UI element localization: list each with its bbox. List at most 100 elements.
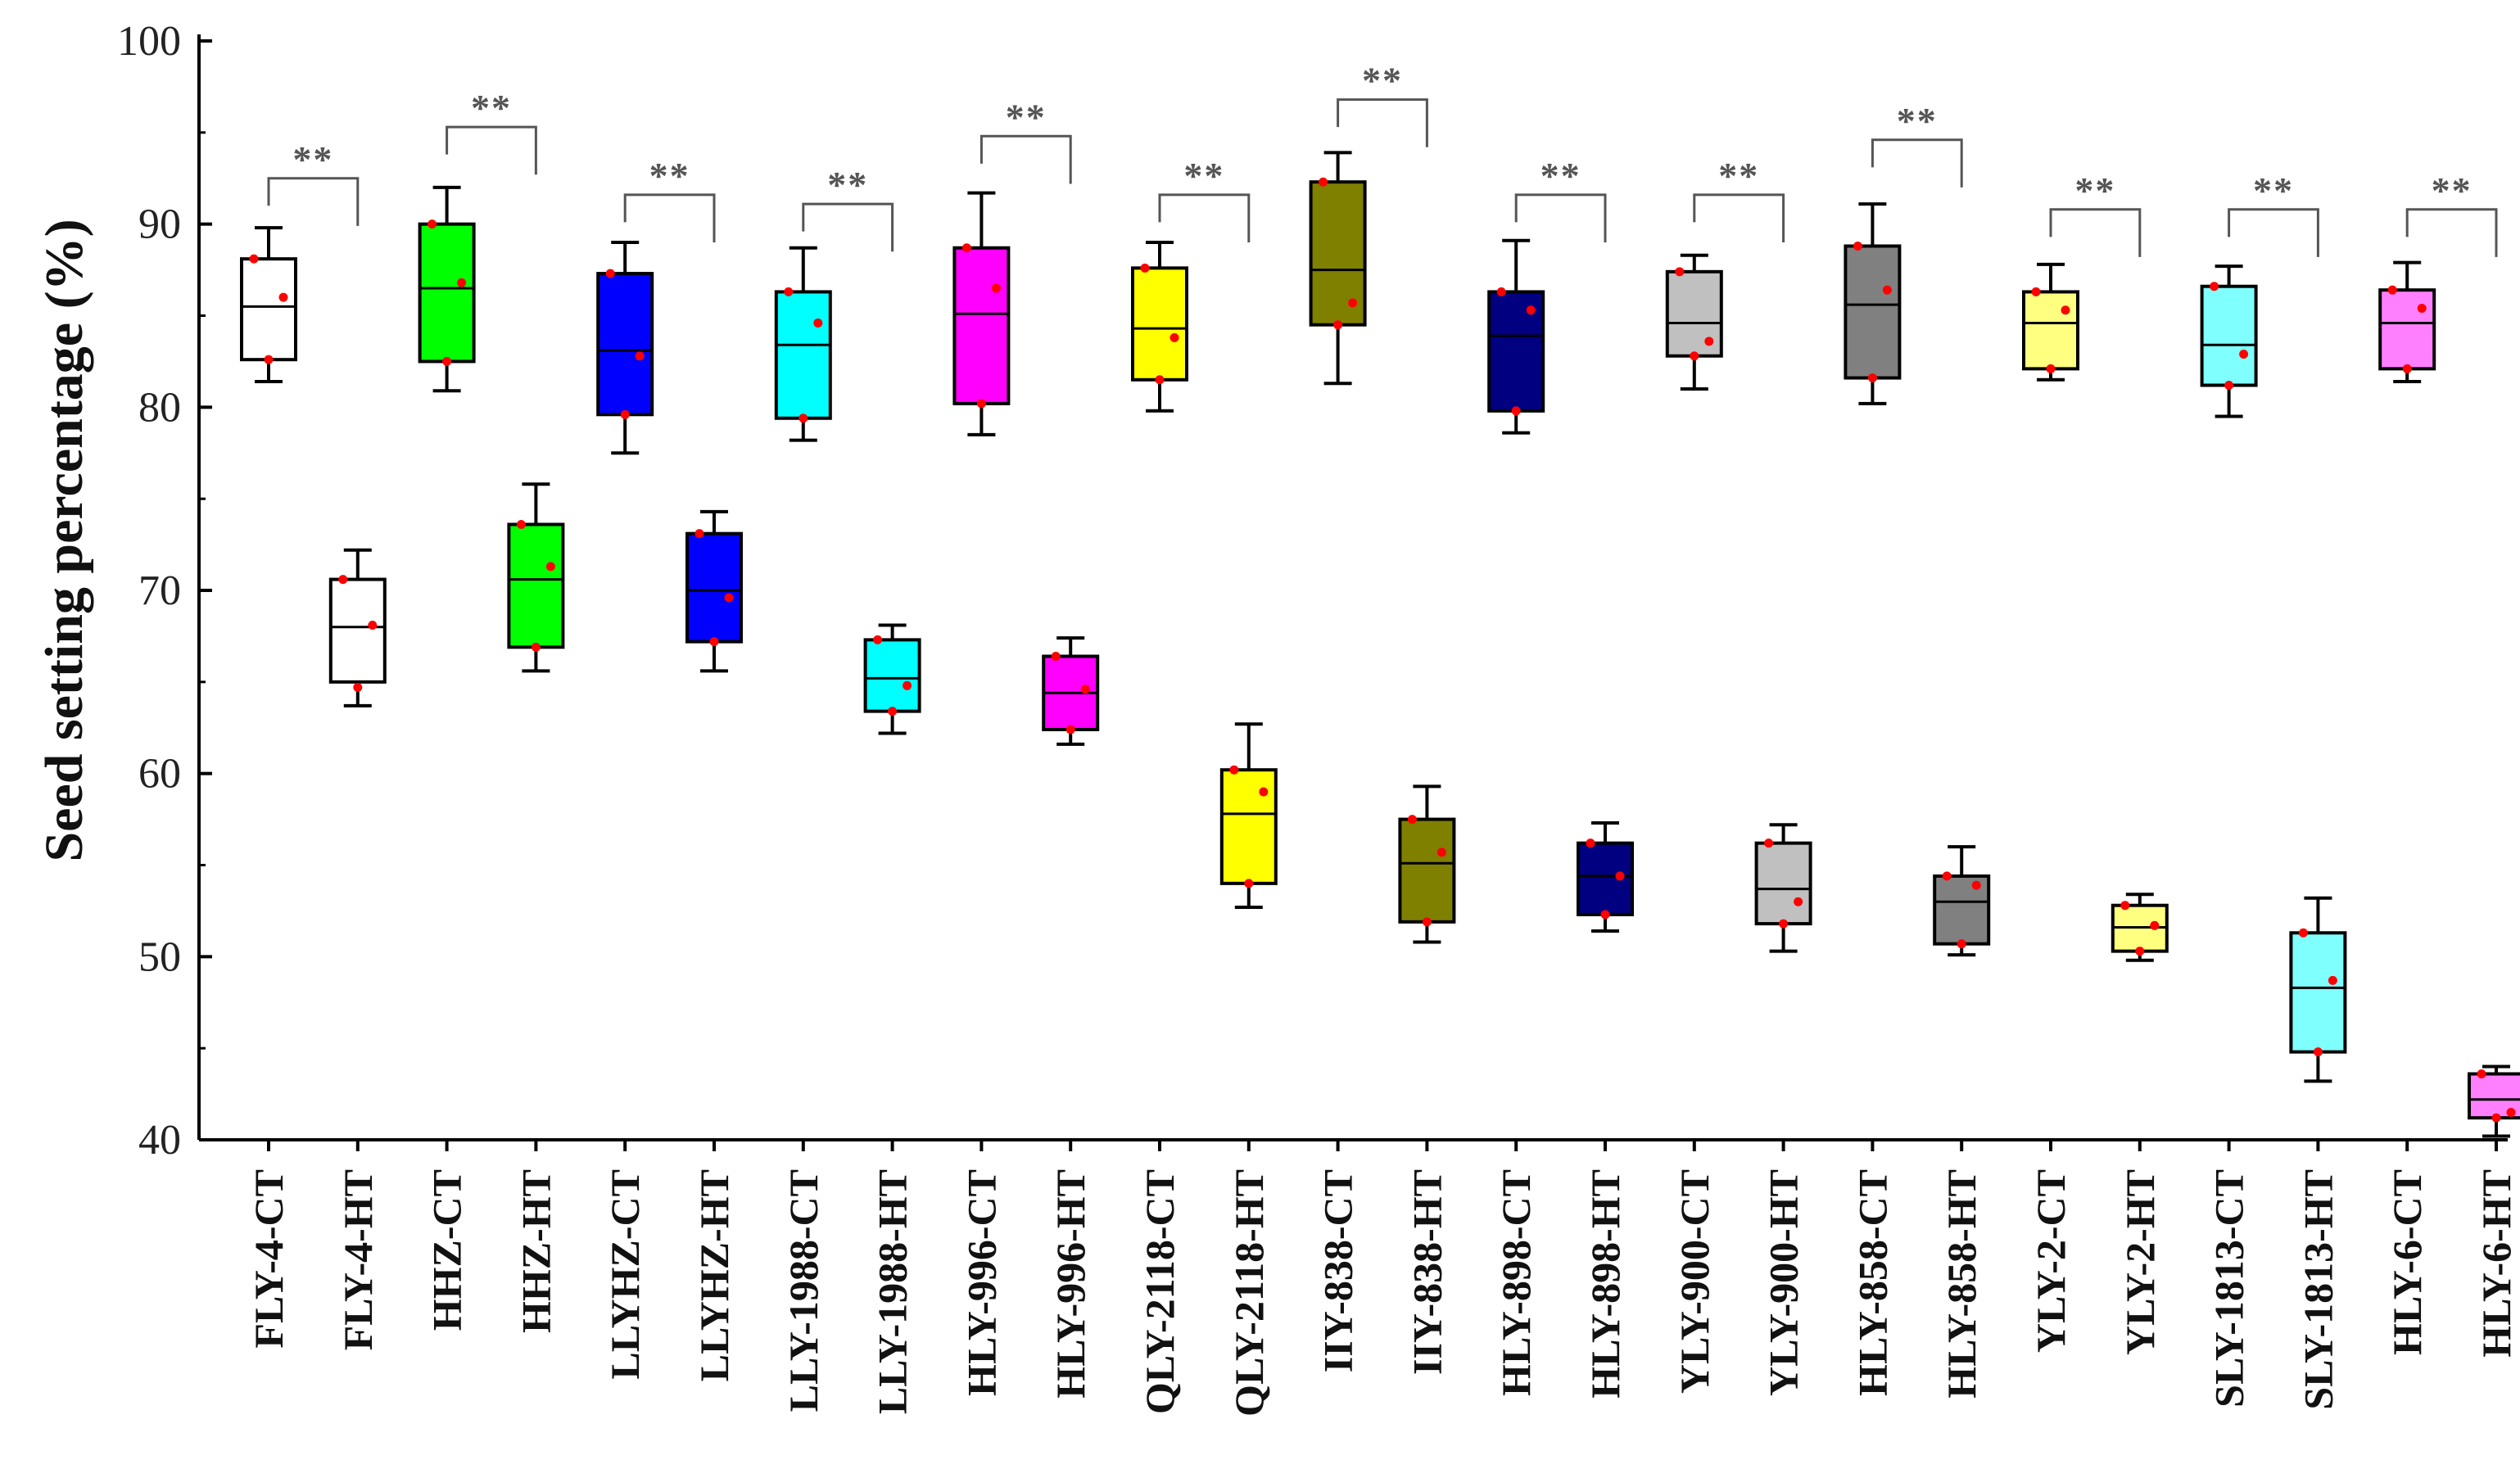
data-point xyxy=(264,355,274,364)
significance-bracket: ** xyxy=(623,155,716,243)
box-fly-4-ct xyxy=(240,226,297,384)
data-point xyxy=(1244,879,1254,888)
x-tick-label: YLY-900-CT xyxy=(1672,1169,1717,1394)
data-point xyxy=(1333,320,1343,330)
box-yly-2-ct xyxy=(2022,262,2079,382)
x-tick-label: YLY-2-HT xyxy=(2117,1169,2163,1355)
box-body xyxy=(1665,269,1723,358)
data-point xyxy=(2210,282,2219,292)
bracket-line xyxy=(2049,208,2142,257)
significance-label: ** xyxy=(1362,60,1403,102)
data-point xyxy=(1794,897,1803,906)
box-body xyxy=(863,638,921,713)
data-point xyxy=(1675,267,1685,277)
data-point xyxy=(1319,177,1328,187)
box-hly-6-ht xyxy=(2468,1064,2520,1138)
significance-label: ** xyxy=(1006,96,1047,138)
data-point xyxy=(1229,765,1239,775)
y-tick-label: 70 xyxy=(138,567,181,614)
significance-bracket: ** xyxy=(1693,155,1785,243)
x-tick-label: LLY-1988-CT xyxy=(780,1169,826,1412)
significance-label: ** xyxy=(2253,169,2294,211)
data-point xyxy=(2506,1107,2516,1117)
y-tick-label: 100 xyxy=(117,18,181,65)
data-point xyxy=(1957,939,1966,949)
data-point xyxy=(724,593,734,603)
x-tick-label: HLY-858-CT xyxy=(1849,1169,1895,1396)
data-point xyxy=(1764,838,1774,848)
data-point xyxy=(1704,337,1714,346)
data-point xyxy=(249,254,259,264)
data-point xyxy=(784,287,794,296)
x-tick-label: IIY-838-CT xyxy=(1315,1169,1361,1372)
box-body xyxy=(1844,244,1902,380)
box-yly-2-ht xyxy=(2111,893,2169,962)
x-tick-label: HHZ-HT xyxy=(513,1169,559,1333)
data-point xyxy=(2046,364,2056,373)
data-point xyxy=(1615,871,1625,881)
significance-label: ** xyxy=(2432,169,2472,211)
box-hhz-ct xyxy=(418,185,476,393)
data-point xyxy=(353,683,363,693)
box-body xyxy=(596,272,654,417)
box-body xyxy=(1577,841,1634,916)
box-sly-1813-ct xyxy=(2200,264,2258,418)
x-tick-label: SLY-1813-HT xyxy=(2295,1169,2341,1410)
data-point xyxy=(2313,1047,2323,1057)
data-point xyxy=(1140,263,1150,273)
x-tick-label: HLY-6-HT xyxy=(2473,1169,2519,1358)
data-point xyxy=(961,243,971,253)
x-tick-label: HLY-996-HT xyxy=(1047,1169,1093,1399)
data-point xyxy=(457,278,467,287)
data-point xyxy=(1080,685,1090,694)
x-tick-label: YLY-900-HT xyxy=(1761,1169,1807,1396)
bracket-line xyxy=(623,193,716,243)
data-point xyxy=(2061,305,2070,315)
bracket-line xyxy=(979,134,1072,184)
y-tick-label: 90 xyxy=(138,201,181,248)
x-tick-label: HLY-898-CT xyxy=(1493,1169,1539,1396)
data-point xyxy=(1586,838,1595,848)
x-tick-labels: FLY-4-CT FLY-4-HT HHZ-CT HHZ-HT LLYHZ-CT LLYH… xyxy=(246,1169,2519,1417)
data-point xyxy=(2031,287,2041,296)
data-point xyxy=(2239,349,2249,359)
data-point xyxy=(605,269,615,278)
x-tick-label: SLY-1813-CT xyxy=(2206,1169,2252,1408)
box-lly-1988-ht xyxy=(863,623,921,735)
data-point xyxy=(813,318,823,328)
data-point xyxy=(1867,373,1877,383)
bracket-line xyxy=(802,202,894,252)
data-point xyxy=(1600,910,1610,920)
data-point xyxy=(2491,1113,2501,1123)
data-point xyxy=(1436,847,1446,857)
significance-label: ** xyxy=(292,138,333,180)
bracket-line xyxy=(446,125,537,175)
x-tick-label: YLY-2-CT xyxy=(2028,1169,2074,1353)
data-point xyxy=(1779,919,1789,929)
x-tick-label: FLY-4-CT xyxy=(246,1169,292,1349)
data-point xyxy=(2298,928,2308,938)
box-body xyxy=(2022,290,2079,371)
data-point xyxy=(2328,975,2337,985)
data-point xyxy=(1853,242,1862,251)
box-iiy-838-ct xyxy=(1309,151,1367,386)
box-yly-900-ct xyxy=(1665,253,1723,391)
box-qly-2118-ct xyxy=(1131,241,1188,413)
significance-bracket: ** xyxy=(1158,155,1251,243)
data-point xyxy=(2135,947,2145,956)
significance-bracket: ** xyxy=(2049,169,2142,257)
significance-bracket: ** xyxy=(267,138,360,226)
x-tick-label: HLY-996-CT xyxy=(958,1169,1004,1396)
box-iiy-838-ht xyxy=(1398,784,1456,944)
box-body xyxy=(507,522,565,649)
bracket-line xyxy=(2228,208,2319,257)
significance-bracket: ** xyxy=(2228,169,2319,257)
data-point xyxy=(1690,351,1699,361)
significance-label: ** xyxy=(827,164,868,206)
data-point xyxy=(1422,917,1432,927)
box-body xyxy=(418,222,476,364)
significance-label: ** xyxy=(649,155,690,197)
data-point xyxy=(709,637,719,647)
box-qly-2118-ht xyxy=(1219,722,1278,909)
significance-label: ** xyxy=(1183,155,1224,197)
